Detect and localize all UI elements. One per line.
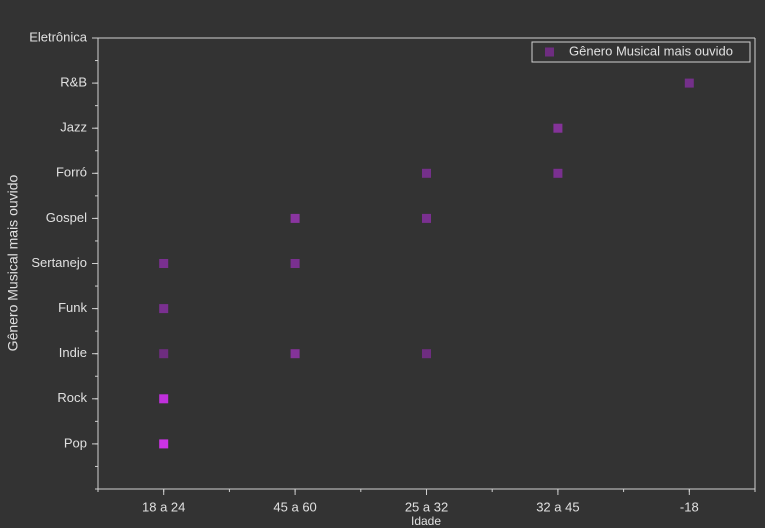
y-axis-label: Gênero Musical mais ouvido — [5, 174, 21, 351]
point — [553, 168, 563, 178]
point — [159, 259, 169, 268]
legend-box — [531, 41, 751, 63]
legend-swatch — [545, 47, 554, 57]
x-tick-label: -18 — [680, 499, 699, 514]
y-tick-label: Gospel — [46, 210, 87, 225]
point — [159, 304, 169, 314]
legend-label: Gênero Musical mais ouvido — [569, 43, 733, 58]
x-tick-label: 18 a 24 — [142, 499, 185, 514]
x-tick-label: 25 a 32 — [405, 499, 448, 514]
point — [290, 213, 300, 223]
y-tick-label: Eletrônica — [29, 29, 88, 44]
point — [422, 168, 431, 178]
x-axis-label: Idade — [411, 514, 441, 528]
point — [422, 349, 431, 359]
y-tick-label: Jazz — [60, 120, 87, 135]
point — [159, 439, 169, 449]
point — [422, 213, 431, 223]
y-tick-label: Funk — [58, 300, 87, 315]
point — [290, 349, 300, 359]
x-tick-label: 45 a 60 — [273, 499, 316, 514]
y-tick-label: Indie — [59, 345, 87, 360]
point — [290, 259, 300, 268]
y-tick-label: Rock — [57, 390, 87, 405]
point — [159, 394, 169, 404]
point — [159, 349, 169, 359]
y-tick-label: Forró — [56, 165, 87, 180]
point — [684, 78, 694, 88]
y-tick-label: R&B — [60, 75, 87, 90]
y-tick-label: Sertanejo — [31, 255, 87, 270]
y-tick-label: Pop — [64, 435, 87, 450]
point — [553, 123, 563, 133]
x-tick-label: 32 a 45 — [536, 499, 579, 514]
